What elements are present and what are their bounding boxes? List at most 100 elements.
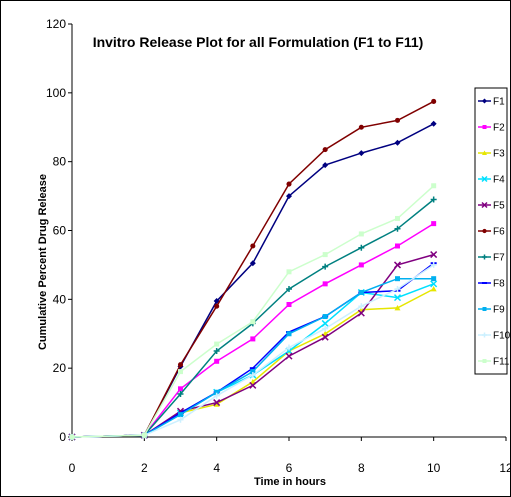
data-point xyxy=(213,347,220,354)
data-point xyxy=(358,244,365,251)
data-point xyxy=(69,434,75,440)
data-point xyxy=(321,333,329,341)
data-point xyxy=(249,260,256,267)
data-point xyxy=(430,120,437,127)
data-point xyxy=(213,401,220,407)
data-point xyxy=(358,124,364,130)
y-tick-label: 20 xyxy=(53,361,67,375)
legend-item: F5 xyxy=(478,201,505,212)
data-point xyxy=(141,432,147,438)
series-f10 xyxy=(69,261,437,440)
series-line xyxy=(71,198,435,438)
x-tick-label: 10 xyxy=(427,461,441,475)
axes: 0 20 40 60 80 100 120 0 2 4 6 8 10 12 xyxy=(46,17,511,475)
series-f9 xyxy=(69,276,437,440)
legend-label: F2 xyxy=(493,123,505,134)
data-point xyxy=(250,243,256,249)
y-tick-label: 40 xyxy=(53,292,67,306)
legend-item: F4 xyxy=(478,175,505,186)
legend-item: F9 xyxy=(478,305,505,316)
data-point xyxy=(177,362,184,368)
data-point xyxy=(482,228,487,234)
data-point xyxy=(214,341,220,347)
data-point xyxy=(286,331,292,337)
series-line xyxy=(71,288,435,438)
y-tick-label: 60 xyxy=(53,224,67,238)
series-f2 xyxy=(69,221,437,440)
legend-label: F5 xyxy=(493,201,505,212)
series-f7 xyxy=(69,196,437,440)
data-point xyxy=(357,309,365,317)
data-point xyxy=(394,117,401,123)
data-point xyxy=(394,286,401,293)
legend-item: F2 xyxy=(478,123,505,134)
data-point xyxy=(322,325,329,332)
legend-item: F8 xyxy=(478,279,505,290)
series-line xyxy=(71,185,435,438)
series-f8 xyxy=(69,262,437,438)
data-point xyxy=(393,294,402,302)
legend-label: F1 xyxy=(493,97,505,108)
data-point xyxy=(214,358,220,364)
legend: F1 F2 F3 F4 F5 F6 F7 F8 F9 F10 F11 xyxy=(474,87,511,375)
legend-label: F4 xyxy=(493,175,505,186)
legend-label: F7 xyxy=(493,253,505,264)
data-point xyxy=(322,147,328,153)
data-point xyxy=(481,175,488,183)
y-tick-label: 120 xyxy=(46,17,66,31)
x-tick-label: 6 xyxy=(286,461,293,475)
data-point xyxy=(250,369,256,375)
series-line xyxy=(71,100,435,438)
data-point xyxy=(394,304,401,311)
data-point xyxy=(286,344,292,351)
legend-item: F11 xyxy=(478,357,510,368)
data-point xyxy=(285,352,293,360)
y-axis-label: Cumulative Percent Drug Release xyxy=(37,174,49,350)
data-point xyxy=(249,381,257,389)
x-tick-label: 8 xyxy=(358,461,365,475)
data-point xyxy=(321,319,329,327)
data-point xyxy=(322,252,328,258)
series-line xyxy=(71,277,434,438)
x-tick-label: 12 xyxy=(499,461,511,475)
legend-label: F8 xyxy=(493,279,505,290)
series-f4 xyxy=(68,280,438,441)
series-line xyxy=(71,283,434,438)
data-point xyxy=(178,386,183,392)
x-axis-label: Time in hours xyxy=(254,476,326,488)
legend-label: F11 xyxy=(493,357,510,368)
data-point xyxy=(322,263,329,270)
data-point xyxy=(358,289,364,295)
data-point xyxy=(358,303,365,310)
data-point xyxy=(431,183,437,189)
series-f6 xyxy=(69,98,437,440)
y-tick-label: 0 xyxy=(59,430,66,444)
x-tick-label: 4 xyxy=(213,461,220,475)
data-point xyxy=(286,193,292,200)
series-line xyxy=(71,253,434,438)
data-point xyxy=(395,243,400,249)
data-point xyxy=(358,262,364,268)
data-point xyxy=(286,301,292,307)
data-point xyxy=(482,150,487,155)
data-point xyxy=(482,307,487,311)
data-point xyxy=(178,369,183,375)
series-f3 xyxy=(69,286,437,440)
legend-label: F6 xyxy=(493,227,505,238)
data-point xyxy=(430,261,437,268)
data-point xyxy=(178,412,183,418)
series-line xyxy=(71,123,435,438)
data-point xyxy=(213,399,221,407)
data-point xyxy=(395,215,400,221)
series-line xyxy=(71,264,435,438)
data-point xyxy=(393,261,402,269)
data-point xyxy=(431,221,437,227)
data-point xyxy=(250,336,256,342)
data-point xyxy=(430,251,438,259)
data-point xyxy=(430,286,437,292)
series-f5 xyxy=(68,251,438,441)
legend-item: F6 xyxy=(478,227,505,238)
data-point xyxy=(482,98,487,104)
